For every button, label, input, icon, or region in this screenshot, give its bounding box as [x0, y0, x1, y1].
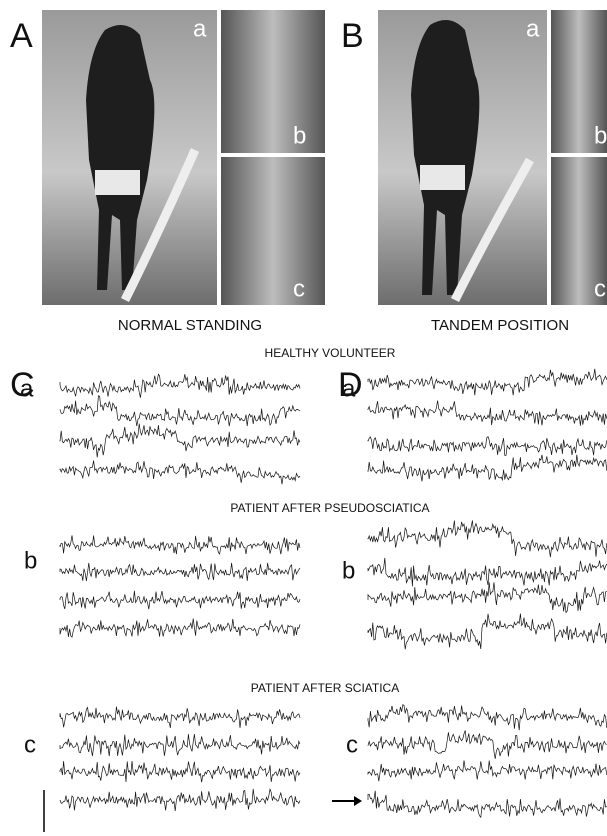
emg-trace: [368, 401, 607, 426]
panel-label: B: [341, 17, 364, 55]
photo-label: c: [594, 275, 606, 302]
emg-trace: [60, 396, 300, 426]
emg-trace: [368, 614, 607, 650]
emg-trace: [368, 558, 607, 586]
emg-trace: [60, 734, 300, 756]
caption: TANDEM POSITION: [431, 317, 569, 334]
row-label: b: [342, 557, 355, 584]
photo-group: [378, 10, 607, 305]
emg-trace: [368, 520, 607, 557]
photo-label: a: [193, 15, 207, 42]
panel-label: A: [10, 17, 33, 55]
row-label: a: [342, 375, 356, 402]
photo-label: c: [293, 275, 305, 302]
photo: [221, 157, 325, 305]
photo-label: b: [293, 122, 306, 149]
row-label: c: [24, 731, 36, 758]
emg-trace: [60, 374, 300, 398]
section-title: HEALTHY VOLUNTEER: [265, 346, 396, 360]
emg-trace: [60, 563, 300, 581]
emg-trace: [368, 760, 607, 781]
emg-trace: [60, 707, 300, 728]
emg-trace: [60, 619, 300, 638]
traces: [60, 369, 607, 818]
caption: NORMAL STANDING: [118, 317, 262, 334]
emg-trace: [368, 791, 607, 818]
section-title: PATIENT AFTER SCIATICA: [251, 681, 399, 695]
emg-trace: [368, 582, 607, 612]
photo-group: [42, 10, 325, 305]
emg-trace: [368, 705, 607, 731]
row-label: a: [20, 375, 34, 402]
emg-trace: [368, 437, 607, 456]
emg-trace: [60, 761, 300, 782]
arrow-head: [354, 796, 362, 806]
section-title: PATIENT AFTER PSEUDOSCIATICA: [230, 501, 429, 515]
figure: A a b c B a b c NORMAL STANDING TANDEM P…: [0, 0, 607, 836]
shorts: [420, 165, 465, 190]
photo-label: a: [526, 15, 540, 42]
emg-trace: [368, 369, 607, 395]
emg-trace: [60, 461, 300, 485]
photo: [221, 10, 325, 153]
shorts: [95, 170, 140, 195]
photo-label: b: [594, 122, 607, 149]
emg-trace: [60, 535, 300, 554]
emg-trace: [60, 789, 300, 811]
emg-trace: [60, 591, 300, 609]
emg-trace: [368, 455, 607, 482]
row-label: c: [346, 731, 358, 758]
emg-trace: [60, 424, 300, 458]
row-label: b: [24, 547, 37, 574]
emg-trace: [368, 730, 607, 758]
